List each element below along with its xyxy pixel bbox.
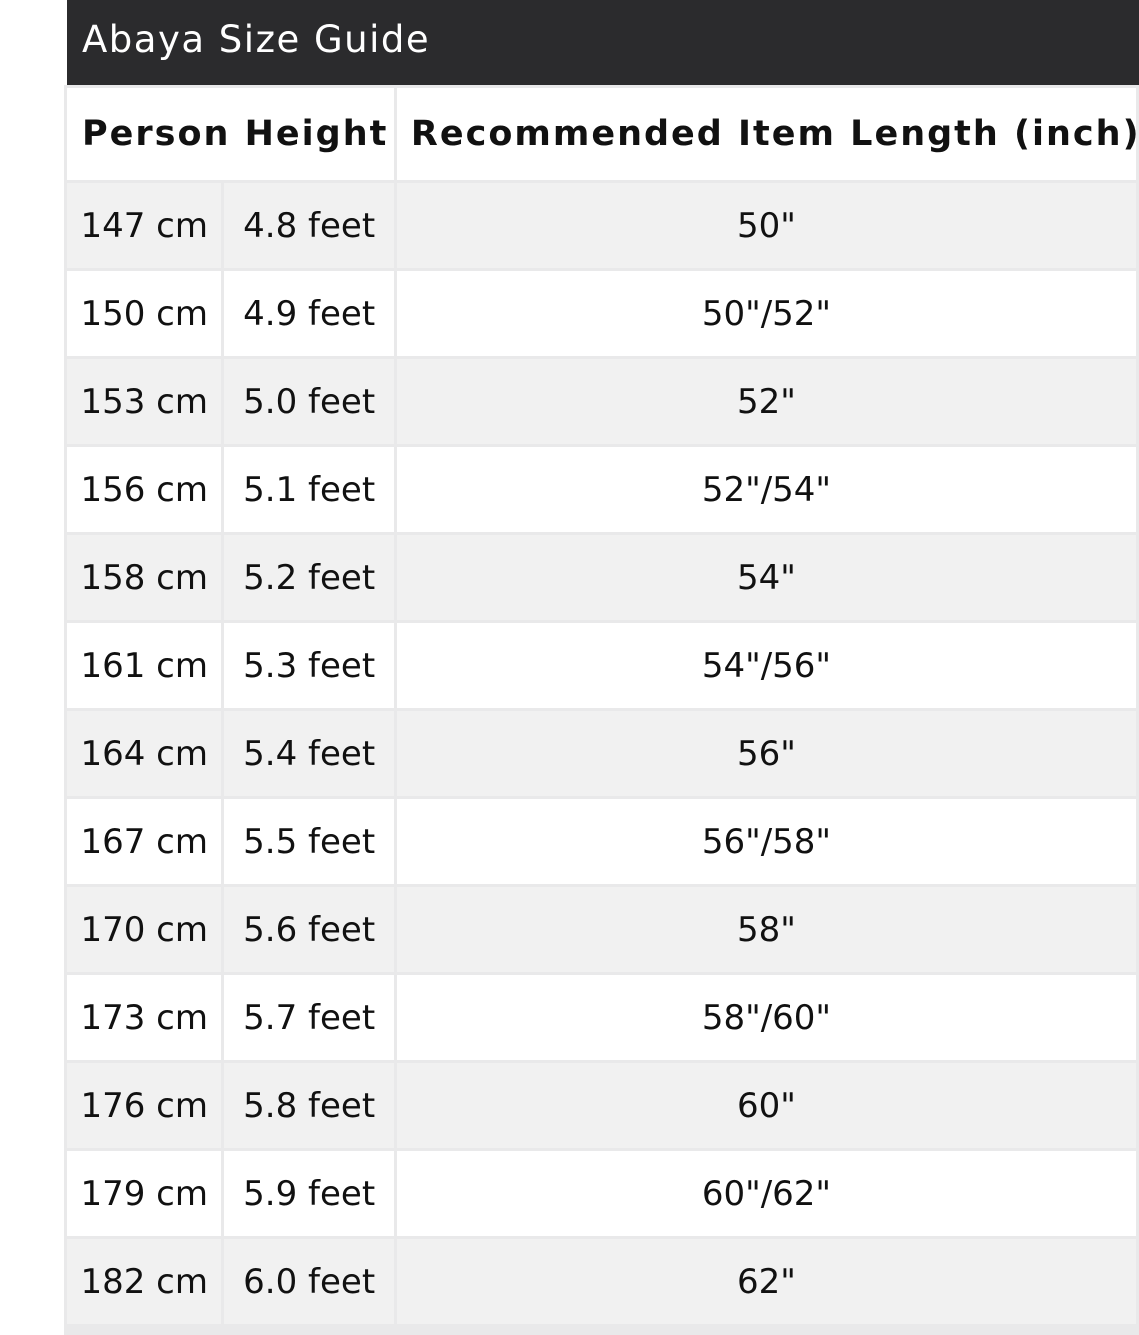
height-cm-cell: 176 cm [67, 1063, 222, 1148]
height-feet-cell: 4.9 feet [224, 271, 394, 356]
height-feet-cell: 5.6 feet [224, 887, 394, 972]
item-length-cell: 56" [396, 711, 1136, 796]
item-length-cell: 50" [396, 183, 1136, 268]
table-row: 164 cm 5.4 feet 56" [67, 711, 1136, 796]
item-length-cell: 58"/60" [396, 975, 1136, 1060]
header-recommended-length: Recommended Item Length (inch) [396, 88, 1139, 180]
height-cm-cell: 153 cm [67, 359, 222, 444]
height-cm-cell: 167 cm [67, 799, 222, 884]
height-feet-cell: 5.2 feet [224, 535, 394, 620]
table-row: 161 cm 5.3 feet 54"/56" [67, 623, 1136, 708]
table-row: 153 cm 5.0 feet 52" [67, 359, 1136, 444]
height-cm-cell: 147 cm [67, 183, 222, 268]
table-row: 173 cm 5.7 feet 58"/60" [67, 975, 1136, 1060]
table-row: 179 cm 5.9 feet 60"/62" [67, 1151, 1136, 1236]
height-feet-cell: 5.4 feet [224, 711, 394, 796]
height-feet-cell: 5.7 feet [224, 975, 394, 1060]
height-cm-cell: 150 cm [67, 271, 222, 356]
item-length-cell: 62" [396, 1239, 1136, 1324]
height-feet-cell: 5.3 feet [224, 623, 394, 708]
item-length-cell: 60"/62" [396, 1151, 1136, 1236]
table-row: 150 cm 4.9 feet 50"/52" [67, 271, 1136, 356]
table-row: 167 cm 5.5 feet 56"/58" [67, 799, 1136, 884]
height-feet-cell: 6.0 feet [224, 1239, 394, 1324]
item-length-cell: 54" [396, 535, 1136, 620]
height-feet-cell: 5.0 feet [224, 359, 394, 444]
table-row: 182 cm 6.0 feet 62" [67, 1239, 1136, 1324]
height-cm-cell: 179 cm [67, 1151, 222, 1236]
item-length-cell: 60" [396, 1063, 1136, 1148]
header-person-height: Person Height [67, 88, 394, 180]
height-feet-cell: 4.8 feet [224, 183, 394, 268]
height-cm-cell: 156 cm [67, 447, 222, 532]
item-length-cell: 56"/58" [396, 799, 1136, 884]
table-row: 156 cm 5.1 feet 52"/54" [67, 447, 1136, 532]
item-length-cell: 54"/56" [396, 623, 1136, 708]
height-feet-cell: 5.8 feet [224, 1063, 394, 1148]
item-length-cell: 52" [396, 359, 1136, 444]
table-row: 147 cm 4.8 feet 50" [67, 183, 1136, 268]
height-cm-cell: 158 cm [67, 535, 222, 620]
height-cm-cell: 170 cm [67, 887, 222, 972]
height-feet-cell: 5.9 feet [224, 1151, 394, 1236]
table-row: 170 cm 5.6 feet 58" [67, 887, 1136, 972]
table-row: 176 cm 5.8 feet 60" [67, 1063, 1136, 1148]
size-guide-table: Person Height Recommended Item Length (i… [64, 85, 1139, 1327]
size-guide-table-container: Person Height Recommended Item Length (i… [64, 85, 1139, 1335]
table-row: 158 cm 5.2 feet 54" [67, 535, 1136, 620]
item-length-cell: 50"/52" [396, 271, 1136, 356]
height-cm-cell: 173 cm [67, 975, 222, 1060]
height-cm-cell: 161 cm [67, 623, 222, 708]
height-cm-cell: 164 cm [67, 711, 222, 796]
height-feet-cell: 5.1 feet [224, 447, 394, 532]
height-cm-cell: 182 cm [67, 1239, 222, 1324]
item-length-cell: 58" [396, 887, 1136, 972]
item-length-cell: 52"/54" [396, 447, 1136, 532]
height-feet-cell: 5.5 feet [224, 799, 394, 884]
header-row: Person Height Recommended Item Length (i… [67, 88, 1139, 180]
size-guide-title: Abaya Size Guide [67, 0, 1139, 85]
